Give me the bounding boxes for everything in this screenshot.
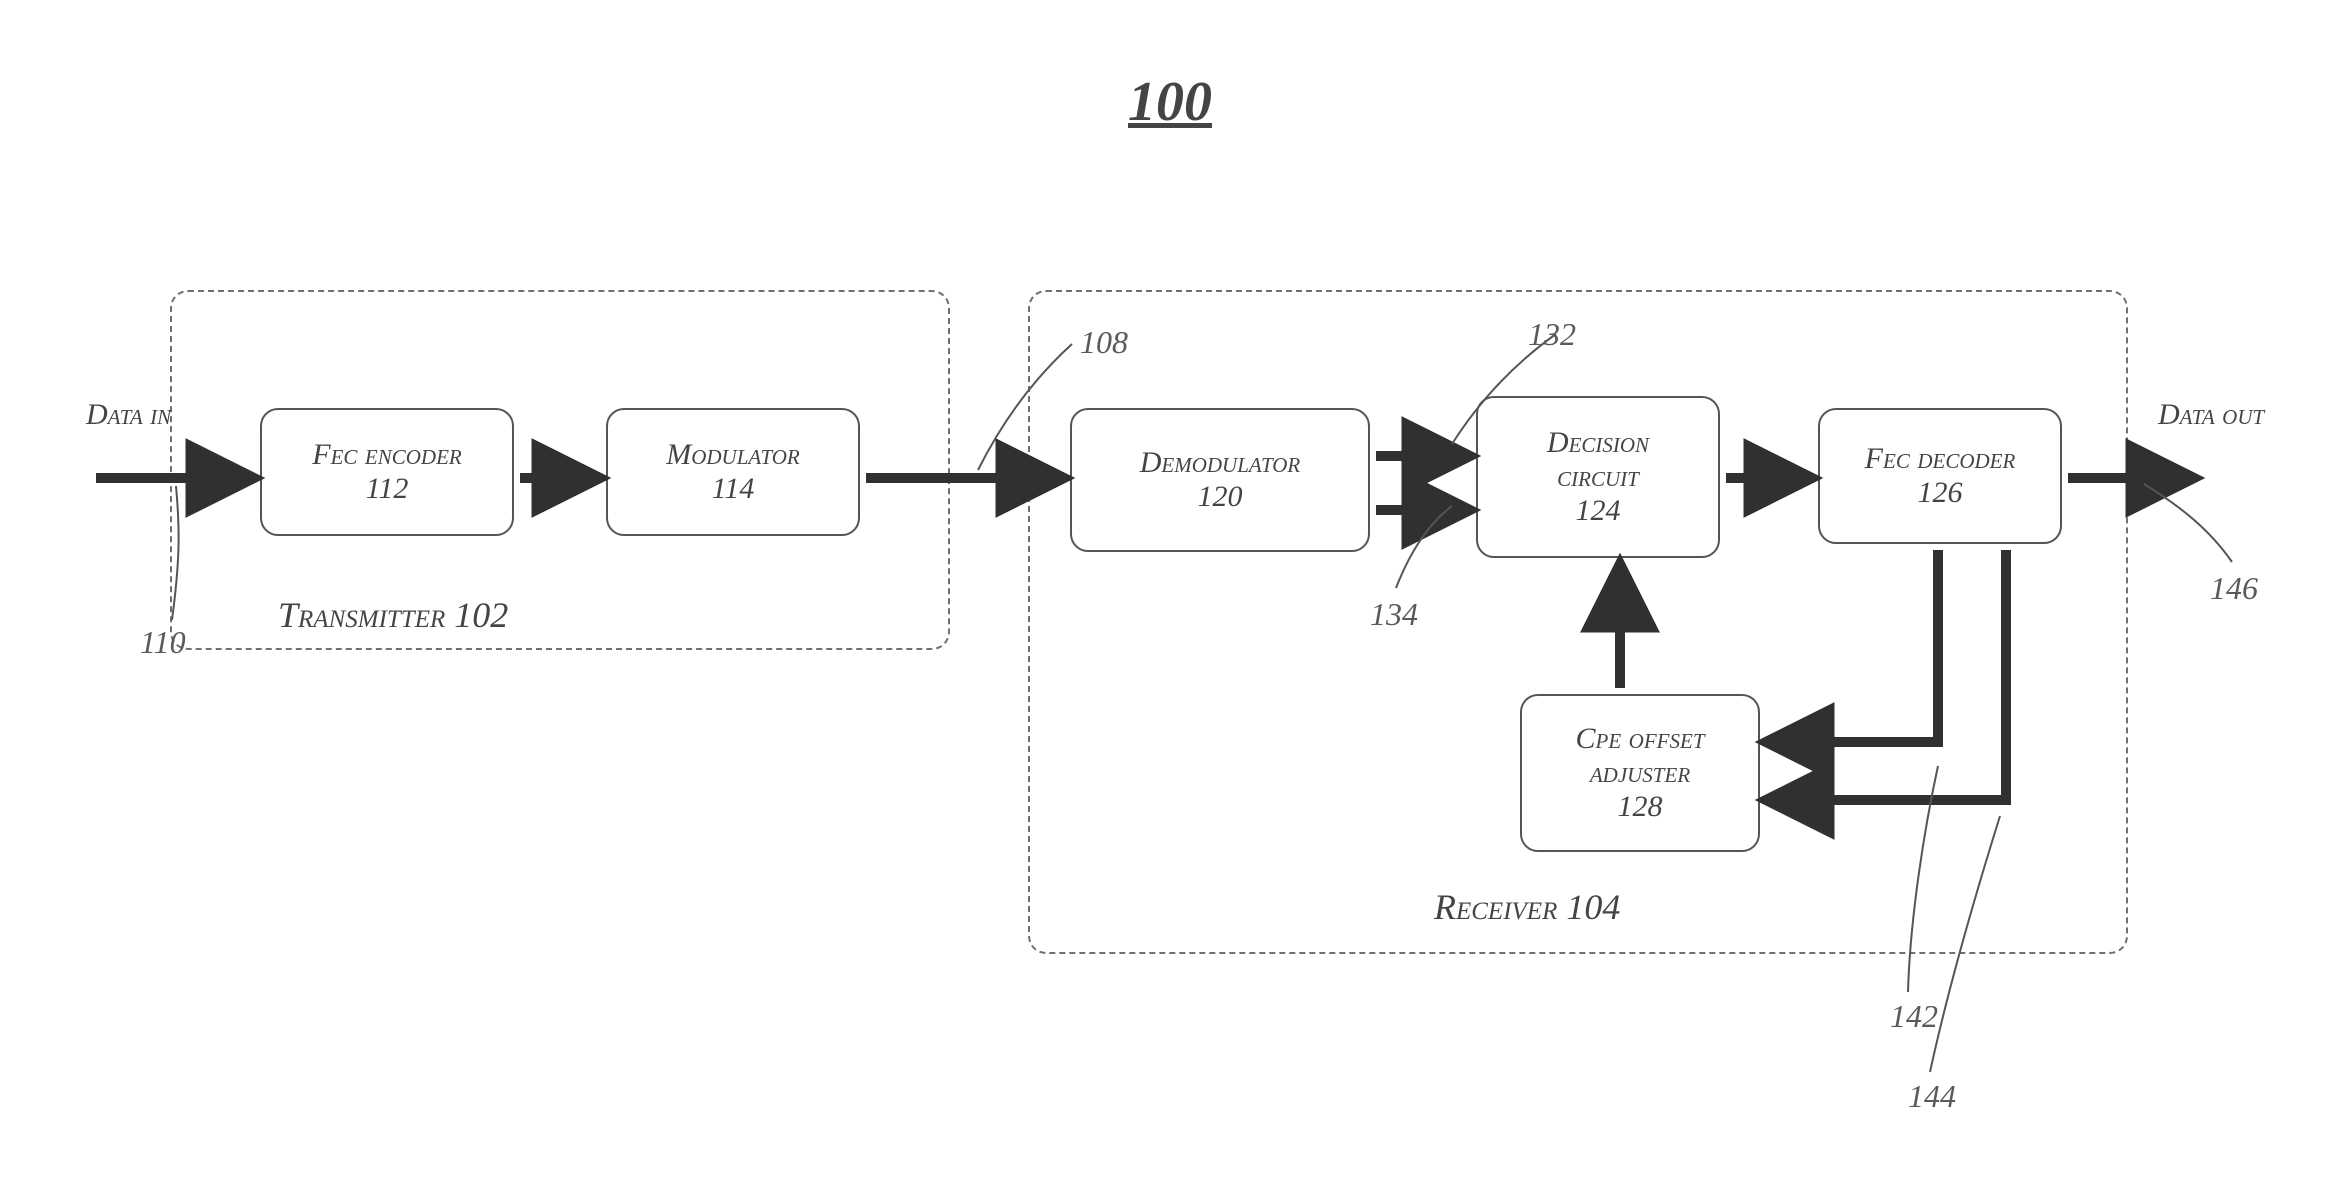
svg-overlay (0, 0, 2328, 1177)
ld-144 (1930, 816, 2000, 1072)
ld-146 (2144, 484, 2232, 562)
arr-fdec-to-cpe-2 (1768, 550, 2006, 800)
ld-108 (978, 344, 1072, 470)
figure-canvas: 100 Transmitter 102 Receiver 104 Fec enc… (0, 0, 2328, 1177)
ld-134 (1396, 506, 1452, 588)
arr-fdec-to-cpe-1 (1768, 550, 1938, 742)
ld-110 (172, 486, 179, 620)
ld-132 (1452, 334, 1556, 444)
